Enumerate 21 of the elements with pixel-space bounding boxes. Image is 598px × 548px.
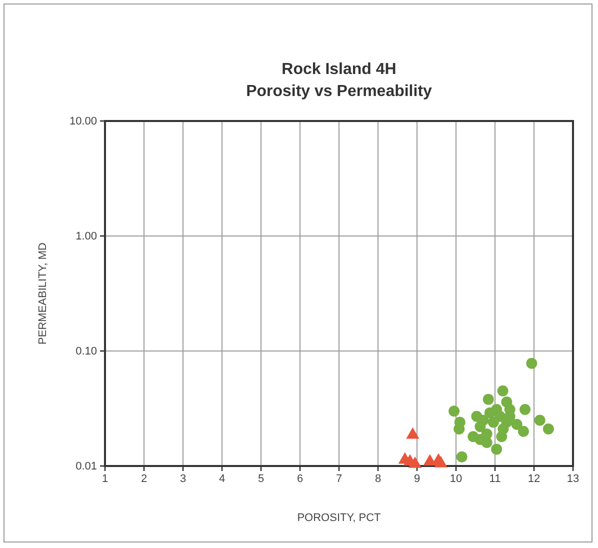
x-axis-title: POROSITY, PCT: [297, 512, 382, 524]
x-tick-label: 8: [374, 472, 382, 485]
x-tick-label: 5: [258, 472, 264, 485]
x-tick-label: 1: [102, 472, 108, 485]
x-tick-label: 9: [414, 472, 420, 485]
y-tick-label: 0.10: [76, 346, 97, 358]
chart-title: Rock Island 4H: [282, 61, 396, 78]
x-tick-label: 11: [489, 472, 501, 485]
x-tick-label: 6: [296, 472, 304, 485]
x-tick-label: 13: [566, 472, 580, 485]
x-tick-label: 12: [528, 472, 540, 485]
y-axis-title: PERMEABILITY, MD: [37, 242, 49, 344]
x-tick-label: 4: [218, 472, 226, 485]
x-tick-label: 2: [140, 472, 148, 485]
x-tick-label: 3: [180, 472, 186, 485]
x-tick-label: 10: [450, 472, 462, 485]
y-tick-label: 1.00: [76, 230, 97, 243]
chart-subtitle: Porosity vs Permeability: [246, 83, 432, 100]
y-tick-label: 0.01: [76, 460, 97, 473]
y-tick-label: 10.00: [69, 116, 97, 128]
x-tick-label: 7: [336, 472, 342, 485]
